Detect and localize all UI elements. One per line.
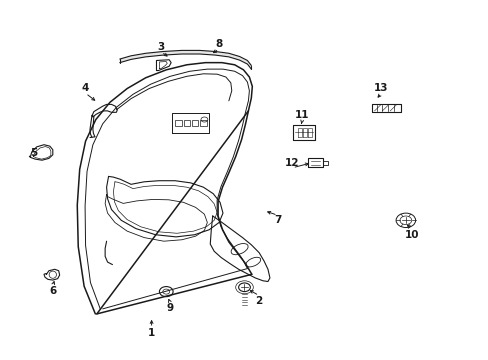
Bar [183, 120, 189, 126]
Bar [200, 120, 206, 126]
Text: 10: 10 [404, 230, 418, 240]
Text: 11: 11 [294, 110, 309, 120]
Text: 13: 13 [373, 83, 388, 93]
Text: 9: 9 [166, 303, 173, 313]
Text: 4: 4 [81, 83, 89, 93]
Text: 12: 12 [285, 158, 299, 168]
Bar [175, 120, 182, 126]
Text: 3: 3 [158, 42, 164, 52]
Text: 2: 2 [255, 296, 262, 306]
Text: 7: 7 [273, 215, 281, 225]
Text: 5: 5 [31, 148, 38, 158]
Text: 8: 8 [215, 39, 222, 49]
Polygon shape [120, 50, 251, 69]
Bar [191, 120, 198, 126]
Text: 6: 6 [49, 286, 56, 296]
Text: 1: 1 [148, 328, 155, 338]
